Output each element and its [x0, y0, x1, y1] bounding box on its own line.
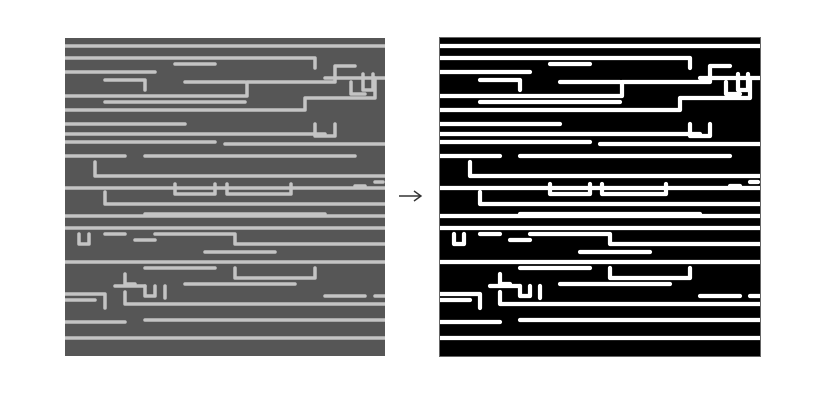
output-binary-panel — [437, 37, 763, 357]
panel-background — [65, 38, 385, 356]
binary-circuit-image — [437, 38, 763, 356]
panel-background — [440, 38, 760, 356]
circuit-trace — [437, 75, 753, 113]
circuit-trace — [687, 121, 713, 139]
circuit-trace — [103, 78, 147, 92]
circuit-trace — [361, 72, 375, 92]
circuit-trace — [467, 159, 763, 179]
circuit-trace — [63, 64, 357, 98]
circuit-trace — [527, 231, 763, 247]
circuit-trace — [607, 265, 693, 281]
circuit-trace — [477, 189, 763, 207]
circuit-trace — [93, 160, 387, 178]
grayscale-circuit-image — [63, 38, 387, 356]
circuit-trace — [77, 232, 91, 246]
circuit-trace — [173, 182, 217, 196]
circuit-trace — [497, 289, 763, 307]
circuit-trace — [63, 292, 107, 310]
circuit-trace — [63, 76, 377, 112]
circuit-trace — [437, 63, 733, 99]
circuit-trace — [313, 122, 337, 138]
circuit-trace — [477, 77, 523, 93]
circuit-trace — [103, 190, 387, 206]
circuit-trace — [723, 79, 743, 97]
circuit-trace — [599, 181, 669, 197]
circuit-trace — [63, 56, 317, 70]
circuit-trace — [225, 182, 293, 196]
circuit-trace — [451, 231, 467, 247]
circuit-trace — [349, 80, 367, 96]
circuit-trace — [233, 266, 317, 280]
circuit-trace — [123, 290, 387, 306]
right-arrow-icon — [399, 190, 423, 202]
circuit-trace — [517, 283, 533, 299]
circuit-trace — [143, 284, 157, 298]
input-grayscale-panel — [63, 38, 387, 356]
circuit-trace — [437, 55, 693, 71]
circuit-trace — [153, 232, 387, 246]
circuit-trace — [547, 181, 593, 197]
circuit-trace — [123, 272, 137, 286]
circuit-trace — [437, 291, 483, 311]
